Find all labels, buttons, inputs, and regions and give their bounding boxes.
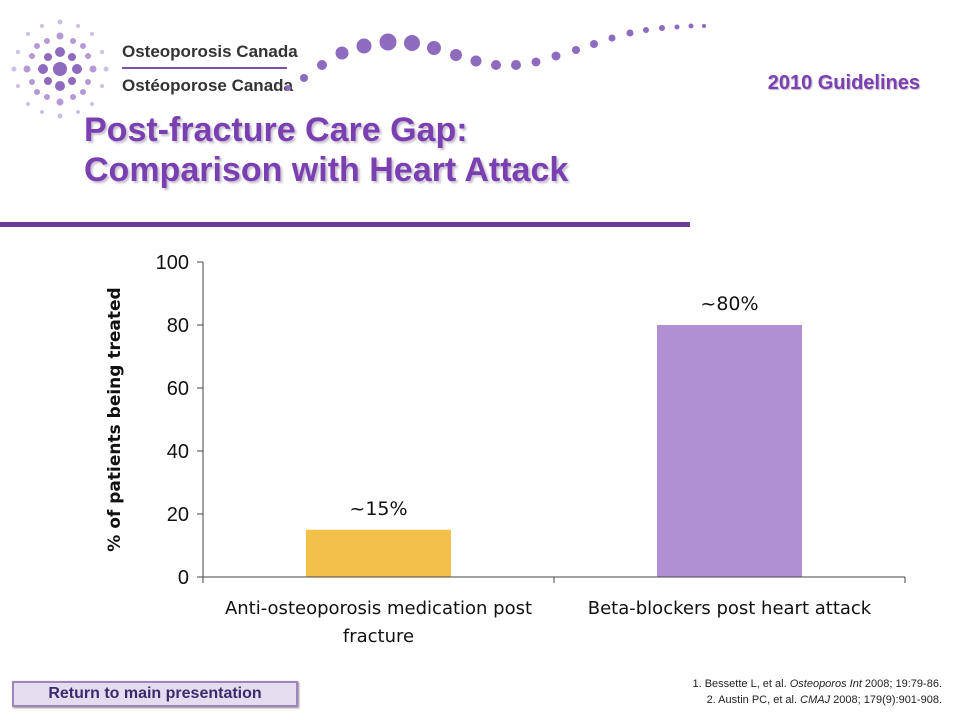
org-name-en: Osteoporosis Canada — [122, 42, 298, 61]
y-tick-label-100: 100 — [156, 252, 189, 274]
x-tick-label-2-line-1: Beta-blockers post heart attack — [588, 598, 872, 619]
logo-band: Osteoporosis Canada Ostéoporose Canada — [0, 0, 728, 134]
y-axis-label: % of patients being treated — [105, 287, 125, 551]
guidelines-label: 2010 Guidelines — [767, 72, 920, 94]
return-to-main-button[interactable]: Return to main presentation — [12, 681, 298, 707]
bar-1 — [306, 529, 451, 577]
x-tick-label-1-line-2: fracture — [343, 626, 414, 647]
org-name-fr: Ostéoporose Canada — [122, 76, 293, 95]
bar-chart: ~15% Anti-osteoporosis medication post fra… — [105, 252, 906, 647]
y-tick-label-60: 60 — [167, 378, 189, 400]
x-tick-label-1-line-1: Anti-osteoporosis medication post — [225, 598, 532, 619]
references: 1. Bessette L, et al. Osteoporos Int 200… — [692, 676, 942, 708]
bar-2 — [657, 325, 802, 577]
y-tick-label-40: 40 — [167, 441, 189, 463]
title-underline — [0, 222, 690, 227]
org-name-divider — [122, 67, 287, 69]
slide-title-line-2: Comparison with Heart Attack — [84, 151, 569, 189]
y-tick-label-80: 80 — [167, 315, 189, 337]
slide-title: Post-fracture Care Gap: Comparison with … — [84, 110, 568, 190]
reference-1: 1. Bessette L, et al. Osteoporos Int 200… — [692, 678, 942, 690]
decorative-dots-wave-icon — [285, 23, 706, 91]
osteoporosis-canada-logo-icon — [11, 19, 109, 119]
data-label-1: ~15% — [349, 498, 407, 520]
reference-2: 2. Austin PC, et al. CMAJ 2008; 179(9):9… — [706, 694, 942, 706]
y-tick-label-20: 20 — [167, 504, 189, 526]
slide-title-line-1: Post-fracture Care Gap: — [84, 111, 468, 149]
data-label-2: ~80% — [700, 293, 758, 315]
y-tick-label-0: 0 — [178, 567, 189, 589]
